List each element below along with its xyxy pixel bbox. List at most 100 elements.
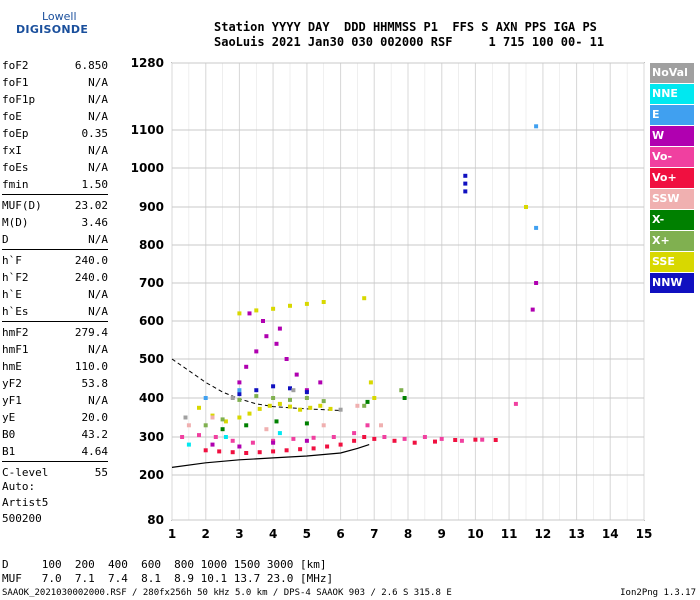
muf-distance-row: D 100 200 400 600 800 1000 1500 3000 [km…	[2, 558, 327, 571]
x-tick-label: 5	[303, 527, 311, 541]
x-tick-label: 13	[568, 527, 585, 541]
echo-point-sse	[321, 300, 326, 304]
echo-point-w	[237, 380, 242, 385]
legend-entry-vo: Vo+	[650, 168, 694, 188]
param-value: 43.2	[81, 428, 109, 441]
echo-point-vo	[352, 431, 357, 436]
legend-entry-ssw: SSW	[650, 189, 694, 209]
y-tick-label: 900	[139, 200, 164, 214]
echo-point-x	[304, 396, 309, 400]
param-row: fmin 1.50	[2, 176, 108, 193]
param-row: MUF(D) 23.02	[2, 197, 108, 214]
echo-point-vo	[392, 438, 397, 443]
y-tick-label: 1280	[131, 56, 164, 70]
param-separator	[2, 194, 108, 195]
echo-point-w	[274, 341, 279, 346]
lowell-digisonde-logo: Lowell DIGISONDE	[4, 10, 88, 42]
param-value: 3.46	[81, 216, 109, 229]
echo-point-sse	[254, 308, 259, 313]
echo-point-sse	[237, 415, 242, 420]
echo-point-w	[237, 444, 242, 449]
param-value: 53.8	[81, 377, 109, 390]
param-row: M(D) 3.46	[2, 214, 108, 231]
param-row: foEs N/A	[2, 159, 108, 176]
y-tick-label: 500	[139, 352, 164, 366]
echo-point-w	[264, 334, 269, 339]
param-value: 20.0	[81, 411, 109, 424]
param-row: hmF2 279.4	[2, 324, 108, 341]
param-separator	[2, 321, 108, 322]
param-name: foEs	[2, 161, 29, 174]
echo-point-sse	[277, 401, 282, 406]
echo-point-vo	[244, 451, 249, 455]
echo-point-e	[534, 124, 539, 129]
x-tick-label: 10	[467, 527, 484, 541]
param-value: N/A	[88, 76, 108, 89]
param-name: hmF1	[2, 343, 29, 356]
param-name: C-level	[2, 466, 49, 479]
param-row: foF1p N/A	[2, 91, 108, 108]
echo-point-vo	[217, 449, 222, 454]
param-value: 0.35	[81, 127, 109, 140]
param-value: N/A	[88, 93, 108, 106]
echo-point-vo	[338, 442, 343, 447]
echo-point-vo	[362, 435, 367, 439]
echo-point-w	[254, 349, 259, 354]
param-value: 4.64	[81, 445, 109, 458]
param-row: foE N/A	[2, 108, 108, 125]
echo-point-w	[247, 311, 252, 316]
param-row: hmF1 N/A	[2, 341, 108, 358]
autoscaling-info: Auto: Artist5 500200	[2, 479, 48, 527]
echo-point-sse	[197, 405, 201, 410]
legend-entry-nnw: NNW	[650, 273, 694, 293]
param-name: fxI	[2, 144, 22, 157]
echo-point-sse	[304, 301, 309, 306]
param-row: foF2 6.850	[2, 57, 108, 74]
echo-point-x	[237, 397, 242, 402]
param-name: h`F2	[2, 271, 29, 284]
logo-line1: Lowell	[42, 10, 77, 23]
x-tick-label: 15	[636, 527, 653, 541]
echo-point-sse	[247, 411, 252, 416]
echo-point-ssw	[321, 423, 326, 428]
param-row: h`E N/A	[2, 286, 108, 303]
param-value: N/A	[88, 110, 108, 123]
param-name: yF2	[2, 377, 22, 390]
y-tick-label: 600	[139, 314, 164, 328]
param-name: h`F	[2, 254, 22, 267]
echo-point-vo	[372, 436, 377, 441]
echo-point-vo	[291, 436, 296, 441]
echo-point-vo	[412, 440, 417, 445]
echo-point-x	[288, 397, 292, 402]
x-tick-label: 1	[168, 527, 176, 541]
echo-point-vo	[271, 449, 276, 454]
param-value: 110.0	[74, 360, 108, 373]
param-name: D	[2, 233, 9, 246]
echo-point-sse	[237, 311, 242, 316]
auto-artist: Artist5	[2, 496, 49, 509]
echo-point-w	[304, 438, 309, 443]
param-name: foF2	[2, 59, 29, 72]
legend-entry-x: X+	[650, 231, 694, 251]
file-footer: SAAOK_2021030002000.RSF / 280fx256h 50 k…	[2, 588, 452, 598]
echo-point-nne	[186, 442, 191, 447]
echo-point-vo	[439, 436, 444, 441]
echo-point-sse	[257, 406, 262, 411]
echo-point-x	[220, 427, 225, 432]
echo-point-ssw	[210, 415, 215, 420]
echo-point-w	[534, 281, 539, 285]
echo-point-x	[254, 394, 259, 399]
param-row: foEp 0.35	[2, 125, 108, 142]
echo-point-sse	[271, 306, 276, 311]
param-row: h`F 240.0	[2, 252, 108, 269]
echo-point-vo	[284, 448, 289, 453]
echo-point-nnw	[288, 386, 292, 391]
muf-frequency-row: MUF 7.0 7.1 7.4 8.1 8.9 10.1 13.7 23.0 […	[2, 572, 334, 585]
param-value: 240.0	[74, 271, 108, 284]
echo-point-w	[318, 380, 323, 385]
echo-point-x	[402, 396, 407, 400]
y-tick-label: 200	[139, 468, 164, 482]
param-separator	[2, 461, 108, 462]
parameter-panel: foF2 6.850 foF1 N/A foF1p N/A foE N/A foEp 0.35 fx…	[2, 57, 108, 481]
